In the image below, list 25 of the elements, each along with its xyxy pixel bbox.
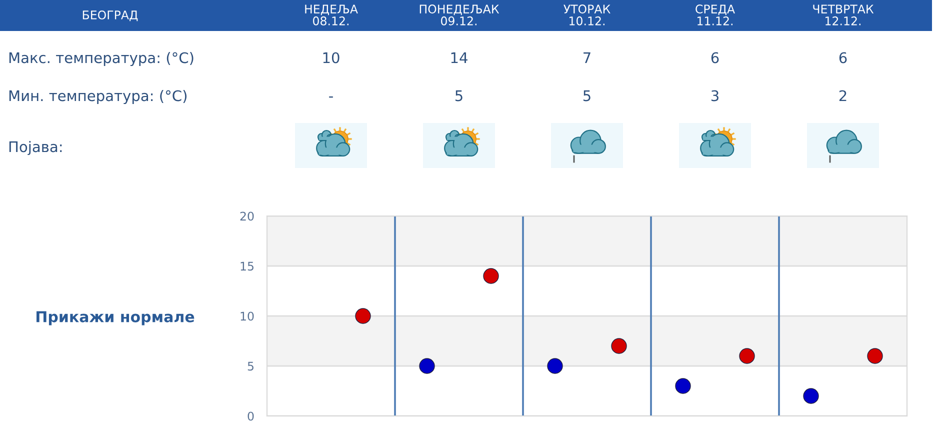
y-tick-label: 10 (240, 312, 254, 321)
text: Макс. температура: (°C) (9, 52, 194, 66)
y-tick-label: 5 (248, 362, 254, 371)
text: Појава: (9, 140, 62, 156)
data-label: 14 (451, 52, 468, 64)
data-label: 5 (583, 90, 590, 102)
y-tick-label: 15 (240, 262, 254, 271)
y-tick-label: 20 (240, 212, 254, 221)
text: БЕОГРАД (82, 10, 138, 22)
data-label: 5 (455, 90, 462, 102)
text: - (329, 96, 333, 98)
data-label: 10 (323, 52, 340, 64)
text: ПОНЕДЕЉАК 09.12. (420, 4, 500, 26)
data-label: 7 (584, 52, 590, 64)
text: Мин. температура: (°C) (9, 90, 187, 104)
text: НЕДЕЉА 08.12. (305, 4, 358, 26)
text: ЧЕТВРТАК 12.12. (813, 4, 874, 26)
data-label: 2 (839, 90, 846, 102)
data-label: 6 (711, 52, 719, 64)
text: СРЕДА 11.12. (696, 4, 735, 26)
y-tick-label: 0 (248, 412, 254, 421)
text: УТОРАК 10.12. (564, 4, 610, 26)
data-label: 6 (839, 52, 847, 64)
text: Прикажи нормале (36, 311, 194, 326)
data-label: 3 (711, 90, 718, 102)
